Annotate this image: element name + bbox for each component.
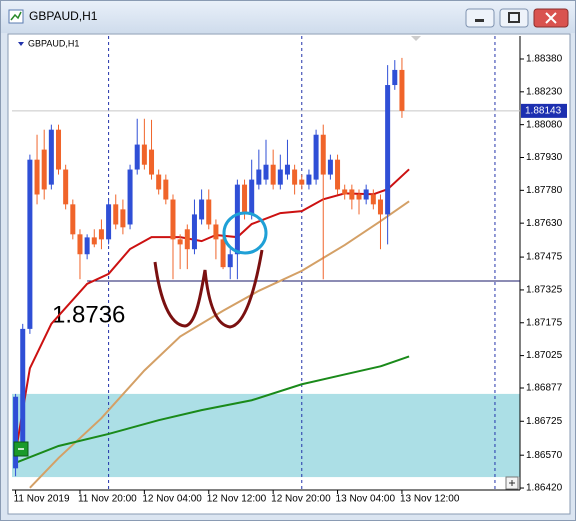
candle-body [206, 199, 212, 225]
support-text: 1.8736 [52, 301, 125, 328]
candle-body [91, 237, 97, 245]
candle-body [234, 184, 240, 255]
candle-body [98, 229, 104, 240]
y-tick-label: 1.87630 [526, 218, 563, 229]
candle-body [177, 239, 183, 245]
y-tick-label: 1.86570 [526, 450, 563, 461]
x-tick-label: 11 Nov 2019 [14, 494, 70, 505]
candle-body [392, 69, 398, 86]
y-tick-label: 1.87025 [526, 350, 563, 361]
candle-body [41, 149, 47, 190]
x-tick-label: 11 Nov 20:00 [78, 494, 137, 505]
candle-body [292, 169, 298, 185]
candle-body [220, 239, 226, 268]
candle-body [156, 174, 162, 190]
zone [12, 393, 520, 478]
x-tick-label: 13 Nov 12:00 [400, 494, 460, 505]
y-tick-label: 1.87930 [526, 152, 563, 163]
y-tick-label: 1.88080 [526, 119, 563, 130]
candle-body [70, 204, 76, 235]
y-tick-label: 1.87780 [526, 185, 563, 196]
candle-body [399, 69, 405, 111]
candle-body [106, 204, 112, 240]
candle-body [370, 194, 376, 205]
chart-label: GBPAUD,H1 [28, 38, 79, 48]
shift-marker [411, 36, 421, 41]
y-tick-label: 1.87475 [526, 252, 563, 263]
candle-body [120, 209, 126, 228]
candle-body [363, 189, 369, 200]
x-tick-label: 12 Nov 04:00 [142, 494, 202, 505]
candle-body [320, 134, 326, 175]
window-title: GBPAUD,H1 [29, 9, 98, 23]
candle-body [77, 234, 83, 255]
y-tick-label: 1.88380 [526, 54, 563, 65]
candle-body [113, 204, 119, 225]
candle-body [327, 159, 333, 175]
y-tick-label: 1.87325 [526, 285, 563, 296]
candle-body [199, 199, 205, 220]
candle-body [127, 169, 133, 225]
candle-body [227, 254, 233, 268]
scroll-button[interactable] [505, 476, 519, 490]
candle-body [349, 189, 355, 200]
x-tick-label: 12 Nov 20:00 [271, 494, 331, 505]
last-price-label: 1.88143 [525, 106, 562, 117]
candle-body [184, 229, 190, 250]
candle-body [170, 199, 176, 240]
label-arrow [18, 42, 24, 46]
candle-body [213, 224, 219, 240]
candle-body [270, 164, 276, 185]
window-icon-graph [10, 11, 22, 21]
candle-body [141, 144, 147, 165]
candle-body [356, 194, 362, 200]
candle-body [284, 164, 290, 175]
x-tick-label: 13 Nov 04:00 [336, 494, 396, 505]
w-pattern-drawing [153, 249, 264, 329]
candle-body [63, 169, 69, 205]
y-tick-label: 1.86420 [526, 483, 563, 494]
moving-average [15, 355, 410, 464]
candle-body [277, 169, 283, 185]
candle-body [385, 85, 391, 215]
candle-body [163, 179, 169, 200]
y-tick-label: 1.88230 [526, 86, 563, 97]
candle-body [263, 164, 269, 180]
candle-body [20, 328, 26, 449]
candle-body [242, 184, 248, 215]
candle-body [299, 179, 305, 185]
candle-body [377, 199, 383, 215]
y-tick-label: 1.87175 [526, 317, 563, 328]
candle-body [313, 134, 319, 180]
y-tick-label: 1.86877 [526, 383, 563, 394]
maximize-button[interactable] [499, 8, 529, 28]
candle-body [191, 214, 197, 250]
highlight-circle [222, 211, 268, 255]
candle-body [34, 159, 40, 195]
moving-average [29, 200, 410, 489]
candle-body [56, 129, 62, 170]
candle-body [249, 179, 255, 215]
candle-body [342, 189, 348, 195]
candle-body [335, 159, 341, 190]
candle-body [48, 129, 54, 185]
x-tick-label: 12 Nov 12:00 [207, 494, 267, 505]
candle-body [306, 174, 312, 185]
candle-body [27, 159, 33, 329]
y-tick-label: 1.86725 [526, 416, 563, 427]
close-button[interactable] [533, 8, 569, 28]
last-price-box [521, 103, 567, 118]
candle-body [13, 396, 19, 469]
candle-body [134, 144, 140, 170]
candle-body [84, 237, 90, 255]
minimize-button[interactable] [465, 8, 495, 28]
candle-body [256, 169, 262, 185]
candle-body [149, 149, 155, 175]
